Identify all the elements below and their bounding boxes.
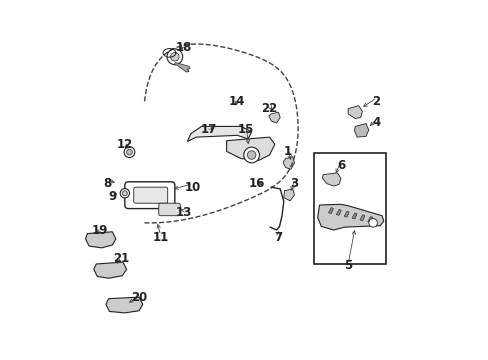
Text: 21: 21	[113, 252, 129, 265]
Bar	[313, 153, 385, 264]
Polygon shape	[347, 106, 362, 118]
Circle shape	[247, 151, 255, 159]
Polygon shape	[226, 137, 274, 160]
Text: 20: 20	[131, 291, 147, 305]
Text: 19: 19	[91, 224, 108, 237]
Polygon shape	[354, 123, 368, 137]
Text: 8: 8	[102, 177, 111, 190]
Polygon shape	[106, 297, 142, 313]
Text: 22: 22	[261, 102, 277, 115]
Text: 18: 18	[175, 41, 192, 54]
Text: 13: 13	[175, 206, 191, 219]
Text: 11: 11	[152, 231, 168, 244]
Text: 9: 9	[108, 190, 116, 203]
Circle shape	[244, 147, 259, 163]
Text: 12: 12	[117, 138, 133, 151]
Polygon shape	[367, 216, 372, 222]
Text: 17: 17	[200, 123, 217, 136]
Polygon shape	[283, 157, 294, 169]
Text: 15: 15	[238, 123, 254, 136]
Text: 5: 5	[343, 259, 351, 272]
Polygon shape	[317, 204, 383, 230]
Circle shape	[126, 149, 132, 155]
Polygon shape	[268, 112, 280, 123]
FancyBboxPatch shape	[134, 187, 167, 203]
Polygon shape	[94, 262, 126, 278]
Text: 16: 16	[248, 177, 264, 190]
Circle shape	[368, 219, 377, 227]
Circle shape	[120, 189, 129, 198]
Circle shape	[124, 147, 135, 157]
Circle shape	[170, 53, 179, 61]
Text: 2: 2	[372, 95, 380, 108]
Text: 14: 14	[229, 95, 245, 108]
FancyBboxPatch shape	[159, 203, 180, 216]
Circle shape	[166, 49, 183, 64]
Polygon shape	[328, 207, 333, 213]
Polygon shape	[283, 189, 294, 201]
Text: 6: 6	[336, 159, 345, 172]
Polygon shape	[175, 63, 190, 72]
Text: 7: 7	[274, 231, 282, 244]
Polygon shape	[351, 213, 356, 219]
Text: 4: 4	[372, 116, 380, 129]
Text: 10: 10	[184, 181, 201, 194]
Text: 3: 3	[290, 177, 298, 190]
Polygon shape	[187, 126, 251, 141]
Circle shape	[122, 191, 127, 196]
Text: 1: 1	[283, 145, 291, 158]
Polygon shape	[322, 173, 340, 186]
Polygon shape	[344, 211, 348, 217]
FancyBboxPatch shape	[124, 182, 175, 208]
Polygon shape	[85, 232, 116, 248]
Polygon shape	[336, 209, 341, 215]
Polygon shape	[359, 215, 364, 221]
